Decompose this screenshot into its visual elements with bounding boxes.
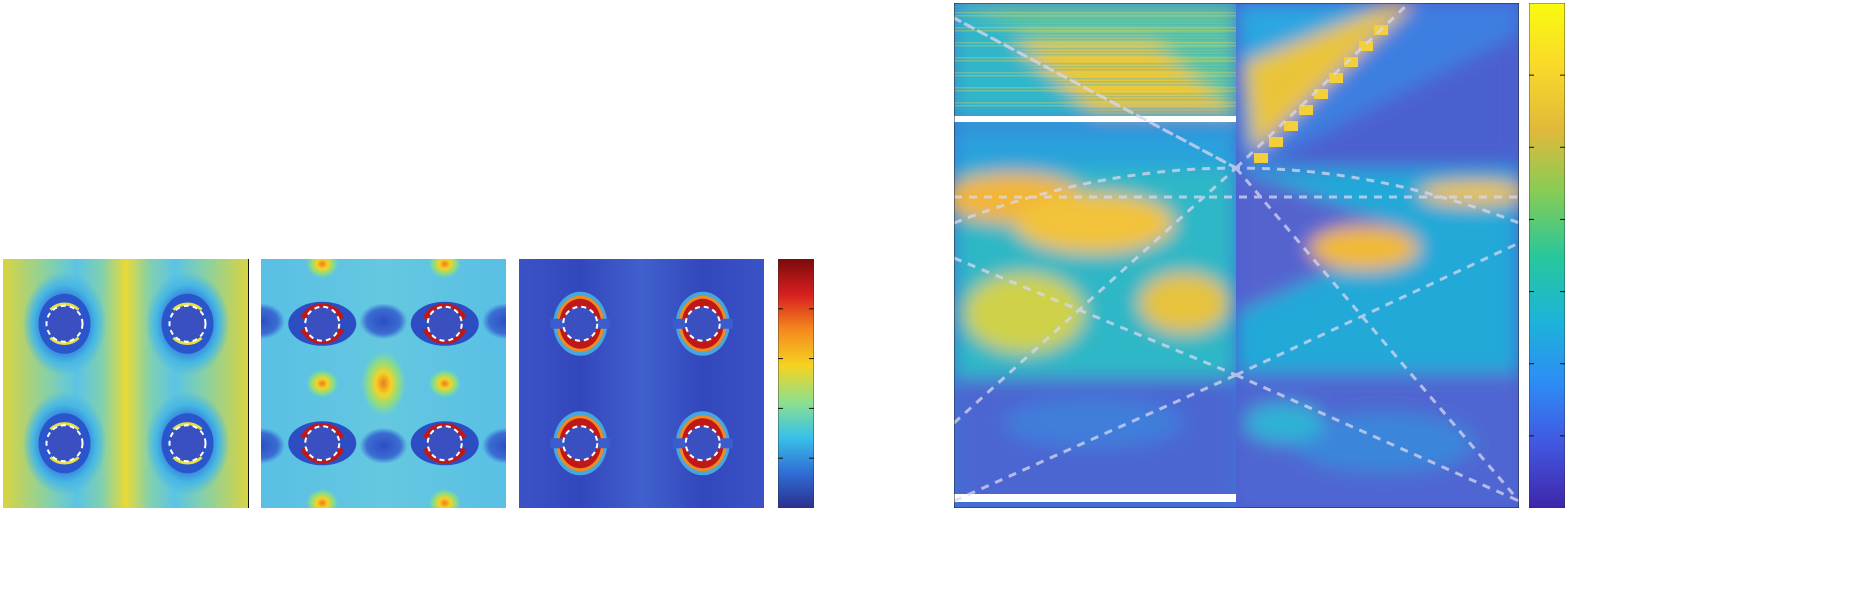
map3-hole [550,291,611,356]
stair-step [1299,105,1313,115]
stair-step [1359,41,1373,51]
dispersion-map [954,3,1519,508]
band-line [1234,167,1519,502]
parula-colorbar-svg [1529,3,1565,508]
field-map-2 [261,259,506,508]
map2-hotspot [361,351,406,416]
band-line [954,166,1238,425]
parula-colorbar [1529,3,1565,508]
field-map-3-svg [519,259,764,508]
band-line [1235,241,1519,377]
band-line [1234,3,1411,170]
map2-hotspot [428,369,461,398]
map2-hotspot [306,369,339,398]
white-separator-top [954,116,1236,122]
band-line [954,256,1237,377]
map3-background [519,259,764,508]
stair-step [1344,57,1358,67]
jet-colorbar-svg [778,259,814,508]
map1-hole [145,271,230,376]
map2-hotspot [306,489,339,508]
stair-step [1269,137,1283,147]
map3-hole [672,411,733,476]
jet-colorbar [778,259,814,508]
map3-hole [550,411,611,476]
field-map-3 [519,259,764,508]
stair-step [1314,89,1328,99]
stair-step [1284,121,1298,131]
map2-hotspot [428,489,461,508]
map1-hole [145,391,230,496]
field-map-2-svg [261,259,506,508]
map2-hotspot [306,259,339,278]
map2-hole [410,301,479,346]
dispersion-map-svg [954,3,1519,508]
stair-step [1329,73,1343,83]
field-map-1-svg [3,259,249,508]
map2-hole [288,421,357,466]
band-line [954,373,1237,503]
band-line [1235,373,1519,503]
white-separator-bottom [954,494,1236,502]
map2-hotspot [428,259,461,278]
map2-hole [410,421,479,466]
map1-hole [22,271,107,376]
stair-step [1254,153,1268,163]
map3-hole [672,291,733,356]
map1-hole [22,391,107,496]
band-curve [954,166,1519,225]
field-map-1 [3,259,249,508]
map2-hole [288,301,357,346]
